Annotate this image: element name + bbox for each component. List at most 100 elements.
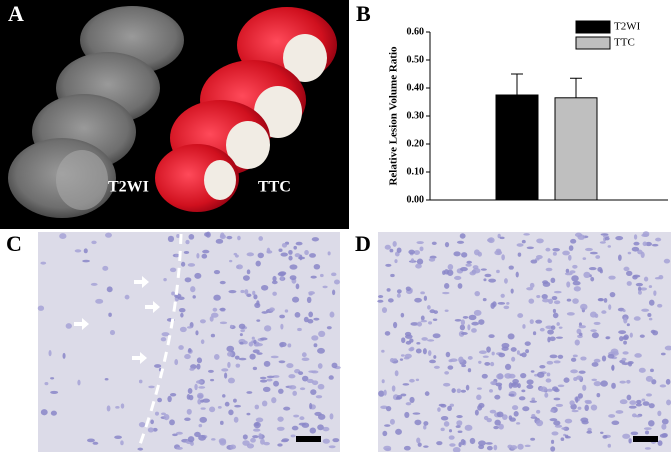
cell	[448, 359, 453, 363]
cell	[659, 384, 667, 388]
cell	[528, 298, 535, 304]
annotations	[74, 233, 658, 451]
cell	[607, 245, 612, 248]
y-tick-label: 0.50	[407, 54, 425, 65]
cell	[445, 351, 451, 358]
cell	[212, 307, 218, 312]
cell	[517, 252, 522, 257]
cell	[477, 404, 483, 411]
cell	[178, 345, 184, 350]
cell	[508, 382, 513, 389]
cell	[240, 289, 245, 294]
cell	[572, 264, 578, 269]
cell	[404, 353, 412, 359]
cell	[405, 402, 412, 406]
cell	[666, 399, 671, 406]
cell	[637, 286, 642, 292]
cell	[635, 282, 643, 287]
cell	[299, 254, 303, 261]
cell	[552, 248, 560, 252]
cell	[532, 331, 537, 336]
cell	[291, 425, 299, 431]
cell	[401, 337, 406, 344]
cell	[313, 343, 318, 348]
cell	[244, 289, 249, 295]
cell	[631, 246, 640, 252]
panel-label: B	[356, 1, 371, 26]
cell	[194, 383, 198, 391]
cell	[221, 368, 229, 372]
cell	[389, 418, 395, 425]
cell	[550, 439, 555, 444]
cell	[601, 310, 607, 314]
cell	[120, 440, 124, 446]
cell	[524, 444, 531, 448]
cell	[258, 433, 263, 440]
cell	[391, 385, 396, 392]
cell	[209, 406, 216, 413]
cell	[572, 298, 579, 304]
cell	[564, 272, 573, 276]
cell	[246, 252, 255, 257]
cell	[414, 419, 422, 426]
cell	[456, 388, 462, 394]
cell	[115, 406, 120, 409]
cell	[461, 252, 468, 258]
cell	[442, 291, 450, 295]
cell	[531, 397, 536, 402]
cell	[468, 314, 477, 321]
panel-label: D	[355, 231, 371, 256]
cell	[378, 390, 385, 397]
cell	[428, 257, 436, 262]
cell	[644, 430, 650, 435]
cell	[593, 358, 601, 363]
cell	[383, 445, 392, 451]
cell	[635, 414, 641, 418]
cell	[105, 232, 112, 238]
cell	[394, 259, 398, 264]
cell	[404, 331, 412, 337]
cell	[642, 241, 648, 247]
cell	[566, 281, 571, 288]
cell	[266, 247, 271, 254]
cell	[622, 335, 629, 340]
cell	[228, 409, 234, 416]
cell	[169, 267, 177, 273]
cell	[566, 312, 575, 316]
cell	[627, 251, 632, 255]
cell	[449, 443, 456, 447]
cell	[547, 388, 553, 392]
cell	[622, 351, 629, 355]
cell	[219, 420, 224, 425]
cell	[628, 438, 632, 444]
cell	[623, 266, 630, 272]
cell	[82, 259, 90, 263]
cell	[572, 354, 578, 358]
cell	[494, 419, 501, 426]
cell	[461, 364, 467, 368]
cell	[657, 303, 663, 308]
cell	[657, 410, 662, 417]
cell	[478, 444, 485, 450]
cell	[570, 369, 578, 374]
cell	[536, 294, 541, 299]
cell	[565, 268, 570, 274]
cell	[192, 295, 196, 299]
cell	[628, 405, 637, 409]
cell	[645, 375, 653, 382]
cell	[482, 355, 489, 358]
cell	[447, 405, 452, 411]
cell	[187, 348, 192, 353]
cell	[650, 329, 656, 334]
cell	[626, 281, 632, 286]
cell	[252, 349, 260, 354]
arrow	[145, 301, 160, 313]
cell	[630, 431, 639, 436]
cell	[420, 291, 425, 295]
cell	[531, 414, 536, 418]
panel-c: C	[6, 231, 341, 452]
cell	[329, 311, 335, 318]
cell	[553, 300, 561, 305]
cell	[416, 258, 424, 265]
cell	[535, 255, 543, 260]
